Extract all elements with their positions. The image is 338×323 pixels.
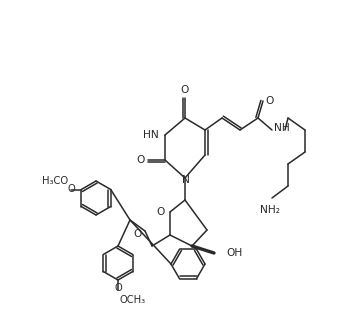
- Text: O: O: [137, 155, 145, 165]
- Text: OH: OH: [226, 248, 242, 258]
- Text: N: N: [182, 175, 190, 185]
- Text: HN: HN: [143, 130, 159, 140]
- Text: O: O: [157, 207, 165, 217]
- Text: O: O: [134, 229, 142, 239]
- Text: O: O: [67, 184, 75, 194]
- Text: O: O: [266, 96, 274, 106]
- Text: O: O: [114, 283, 122, 293]
- Text: H₃CO: H₃CO: [42, 176, 68, 186]
- Text: NH: NH: [274, 123, 290, 133]
- Text: O: O: [181, 85, 189, 95]
- Text: OCH₃: OCH₃: [120, 295, 146, 305]
- Text: NH₂: NH₂: [260, 205, 280, 215]
